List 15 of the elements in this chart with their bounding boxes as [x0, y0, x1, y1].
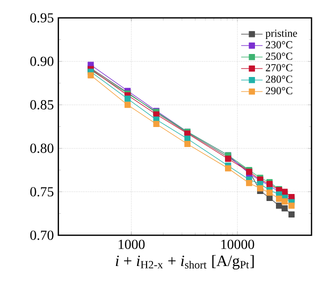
- y-tick-label: 0.75: [30, 187, 54, 196]
- y-tick-label: 0.80: [30, 144, 54, 153]
- legend-label: 290°C: [266, 86, 292, 94]
- legend-label: pristine: [266, 30, 298, 39]
- legend-label: 230°C: [266, 41, 292, 48]
- legend-label: 270°C: [266, 64, 292, 72]
- x-tick-label: 1000: [118, 240, 145, 249]
- legend-label: 250°C: [266, 52, 292, 60]
- legend-label: 280°C: [266, 76, 292, 83]
- y-tick-label: 0.70: [30, 230, 54, 240]
- text: i + i$_{H2-x}$ + i$_{short}$ [A/g$_{Pt}$]: [116, 255, 254, 270]
- x-tick-label: 10000: [221, 240, 254, 249]
- y-tick-label: 0.90: [30, 56, 54, 66]
- y-tick-label: 0.95: [30, 13, 54, 22]
- y-tick-label: 0.85: [30, 100, 54, 110]
